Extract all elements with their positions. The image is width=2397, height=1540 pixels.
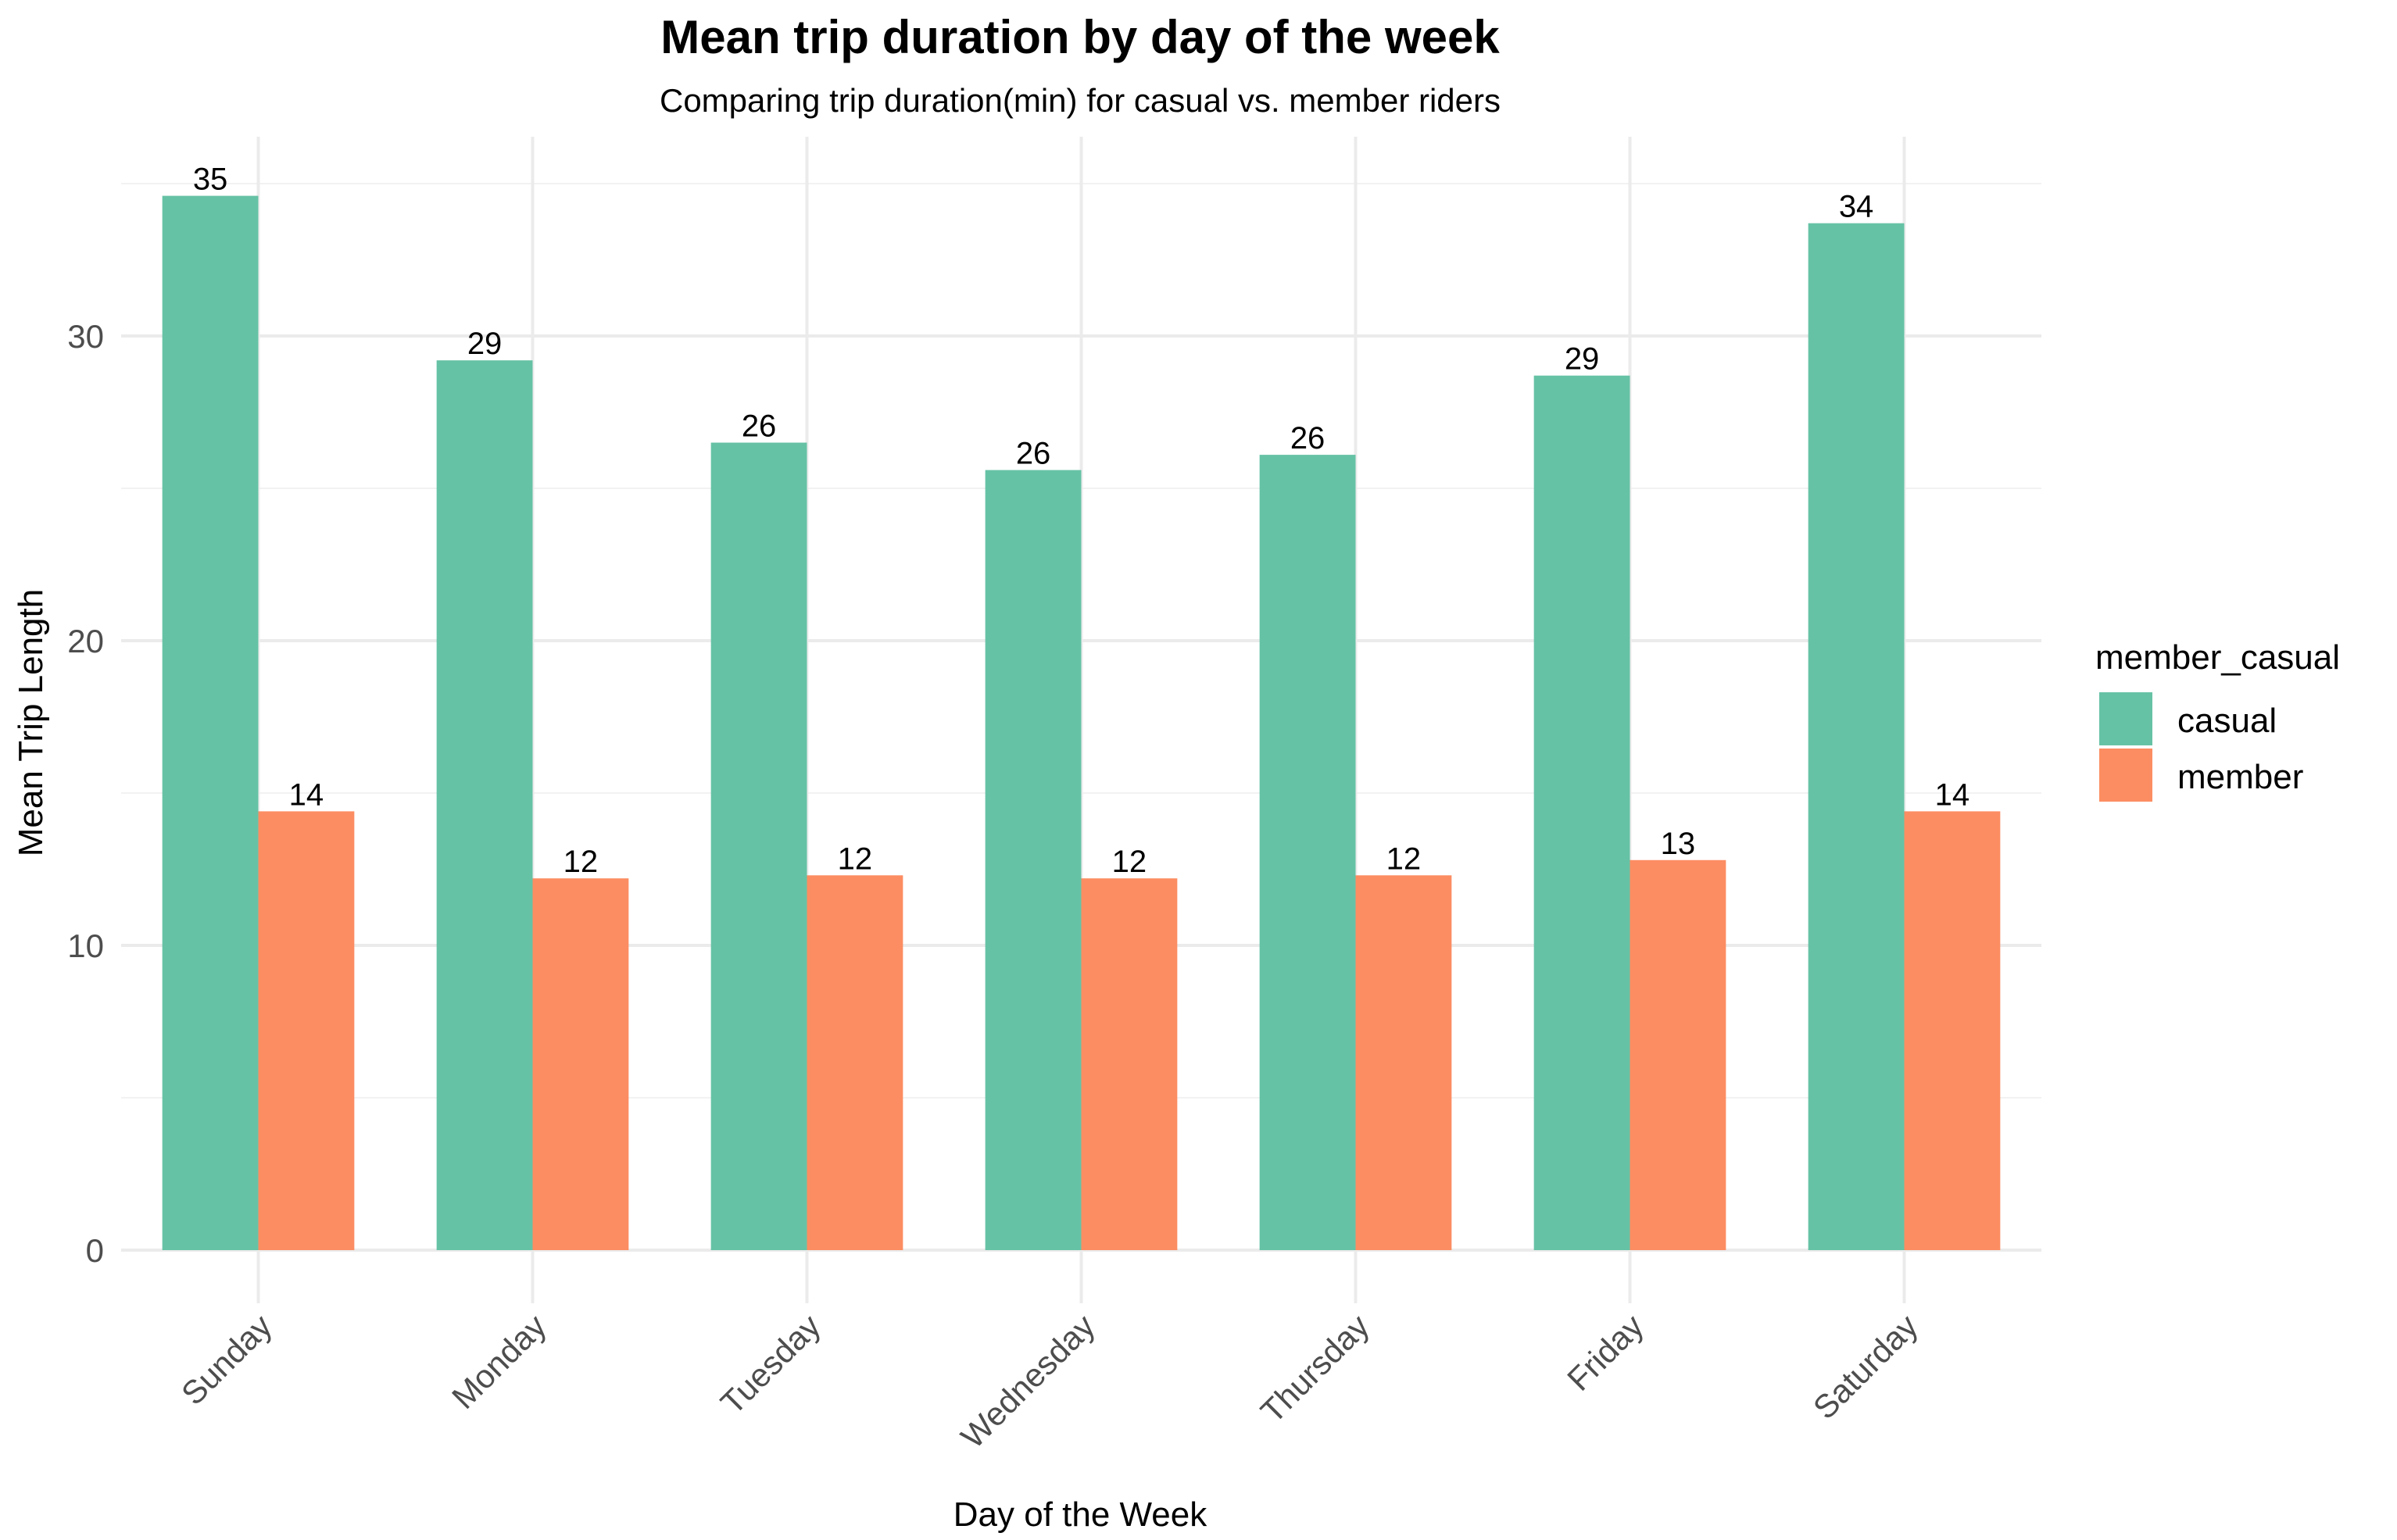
bar-casual-monday xyxy=(436,360,533,1251)
x-tick-label-sunday: Sunday xyxy=(174,1307,279,1412)
bar-member-monday xyxy=(532,878,629,1250)
value-labels: 35 14 29 12 26 12 26 12 26 12 29 13 34 14 xyxy=(193,163,1969,880)
x-axis-title: Day of the Week xyxy=(953,1495,1207,1534)
bar-casual-friday xyxy=(1533,375,1630,1251)
legend: member_casual casual member xyxy=(2095,638,2340,802)
data-label-casual-saturday: 34 xyxy=(1839,190,1874,224)
data-label-casual-friday: 29 xyxy=(1565,342,1600,377)
data-label-member-sunday: 14 xyxy=(289,777,324,812)
bar-member-friday xyxy=(1630,859,1726,1250)
bar-member-sunday xyxy=(258,811,355,1250)
legend-key-member xyxy=(2099,749,2152,802)
y-axis-ticks: 0 10 20 30 xyxy=(67,318,104,1269)
data-label-member-friday: 13 xyxy=(1661,827,1696,861)
data-label-member-saturday: 14 xyxy=(1935,777,1970,812)
chart-subtitle: Comparing trip duration(min) for casual … xyxy=(660,82,1501,119)
data-label-member-wednesday: 12 xyxy=(1112,845,1147,879)
data-label-casual-tuesday: 26 xyxy=(742,409,777,444)
bar-member-tuesday xyxy=(807,875,903,1250)
legend-label-member: member xyxy=(2177,758,2303,796)
x-tick-label-monday: Monday xyxy=(445,1307,553,1416)
bar-member-thursday xyxy=(1355,875,1452,1250)
data-label-member-thursday: 12 xyxy=(1386,841,1422,876)
chart-title: Mean trip duration by day of the week xyxy=(660,11,1500,63)
x-axis-ticks: Sunday Monday Tuesday Wednesday Thursday Frid… xyxy=(174,1307,1925,1456)
y-tick-label: 20 xyxy=(67,623,104,659)
bar-casual-saturday xyxy=(1808,223,1905,1251)
data-label-member-tuesday: 12 xyxy=(838,841,873,876)
bar-member-wednesday xyxy=(1081,878,1178,1250)
x-tick-label-saturday: Saturday xyxy=(1806,1307,1925,1426)
legend-title: member_casual xyxy=(2095,638,2340,677)
legend-key-casual xyxy=(2099,692,2152,745)
y-tick-label: 10 xyxy=(67,927,104,964)
bar-casual-sunday xyxy=(162,195,259,1251)
x-tick-label-thursday: Thursday xyxy=(1254,1307,1376,1430)
bar-member-saturday xyxy=(1904,811,2001,1250)
x-tick-label-wednesday: Wednesday xyxy=(953,1307,1102,1456)
bar-casual-thursday xyxy=(1259,455,1356,1250)
x-tick-label-tuesday: Tuesday xyxy=(714,1307,828,1421)
data-label-casual-thursday: 26 xyxy=(1290,421,1326,456)
y-tick-label: 0 xyxy=(86,1232,104,1269)
data-label-casual-sunday: 35 xyxy=(193,163,228,197)
y-tick-label: 30 xyxy=(67,318,104,355)
x-tick-label-friday: Friday xyxy=(1560,1307,1651,1398)
bar-casual-tuesday xyxy=(710,442,807,1250)
bar-casual-wednesday xyxy=(985,470,1082,1250)
data-label-casual-wednesday: 26 xyxy=(1016,437,1051,471)
legend-label-casual: casual xyxy=(2177,702,2277,740)
bars xyxy=(162,195,2001,1251)
y-axis-title: Mean Trip Length xyxy=(12,589,50,856)
data-label-casual-monday: 29 xyxy=(467,327,503,361)
data-label-member-monday: 12 xyxy=(563,845,599,879)
